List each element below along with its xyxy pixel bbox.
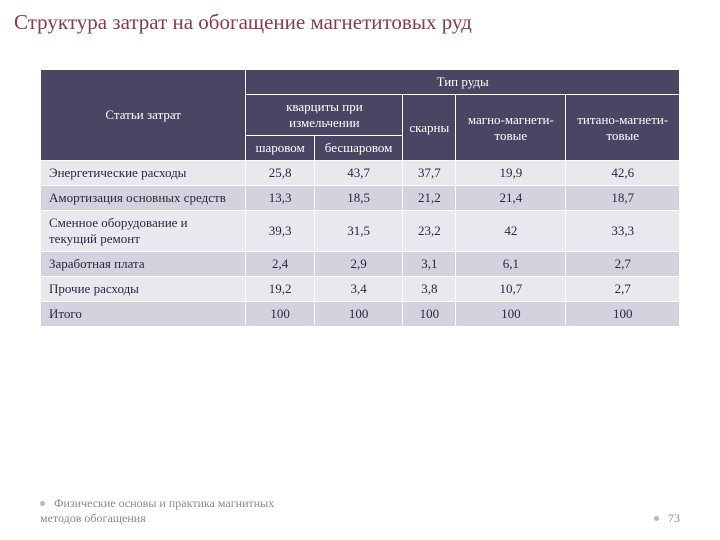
cell-value: 100 [403,302,456,327]
cell-value: 25,8 [246,161,314,186]
cell-value: 3,8 [403,277,456,302]
cell-value: 21,4 [456,186,566,211]
table-row: Заработная плата2,42,93,16,12,7 [41,252,680,277]
cell-value: 100 [246,302,314,327]
row-label: Прочие расходы [41,277,246,302]
cell-value: 3,1 [403,252,456,277]
cell-value: 10,7 [456,277,566,302]
col-header-quartz: кварциты при измельчении [246,95,403,136]
col-header-titano: титано-магнети-товые [566,95,680,161]
row-label: Энергетические расходы [41,161,246,186]
bullet-icon [654,516,659,521]
footer-text: Физические основы и практика магнитных м… [40,496,300,526]
page-number-value: 73 [668,511,680,525]
page-number: 73 [654,511,680,526]
cell-value: 2,4 [246,252,314,277]
row-label: Итого [41,302,246,327]
table-row: Итого100100100100100 [41,302,680,327]
cell-value: 42 [456,211,566,252]
cell-value: 37,7 [403,161,456,186]
cell-value: 6,1 [456,252,566,277]
col-header-skarns: скарны [403,95,456,161]
bullet-icon [40,501,45,506]
footer-caption: Физические основы и практика магнитных м… [40,496,274,525]
cell-value: 2,9 [314,252,403,277]
col-header-magno: магно-магнети-товые [456,95,566,161]
col-header-sharov: шаровом [246,136,314,161]
row-label: Сменное оборудование и текущий ремонт [41,211,246,252]
row-label: Амортизация основных средств [41,186,246,211]
table-row: Энергетические расходы25,843,737,719,942… [41,161,680,186]
cost-table-container: Статьи затрат Тип руды кварциты при изме… [0,41,720,327]
cell-value: 13,3 [246,186,314,211]
cell-value: 3,4 [314,277,403,302]
footer: Физические основы и практика магнитных м… [40,496,680,526]
cost-table: Статьи затрат Тип руды кварциты при изме… [40,69,680,327]
cell-value: 18,5 [314,186,403,211]
cell-value: 100 [456,302,566,327]
table-row: Прочие расходы19,23,43,810,72,7 [41,277,680,302]
table-row: Сменное оборудование и текущий ремонт39,… [41,211,680,252]
cell-value: 42,6 [566,161,680,186]
cell-value: 19,9 [456,161,566,186]
cell-value: 18,7 [566,186,680,211]
cell-value: 19,2 [246,277,314,302]
row-label: Заработная плата [41,252,246,277]
page-title: Структура затрат на обогащение магнетито… [0,0,720,41]
cell-value: 31,5 [314,211,403,252]
cell-value: 2,7 [566,252,680,277]
cell-value: 23,2 [403,211,456,252]
cell-value: 43,7 [314,161,403,186]
cell-value: 100 [314,302,403,327]
col-header-items: Статьи затрат [41,70,246,161]
table-row: Амортизация основных средств13,318,521,2… [41,186,680,211]
table-body: Энергетические расходы25,843,737,719,942… [41,161,680,327]
col-header-ore-type: Тип руды [246,70,680,95]
cell-value: 21,2 [403,186,456,211]
cell-value: 2,7 [566,277,680,302]
cell-value: 33,3 [566,211,680,252]
col-header-bessharov: бесшаровом [314,136,403,161]
cell-value: 39,3 [246,211,314,252]
cell-value: 100 [566,302,680,327]
